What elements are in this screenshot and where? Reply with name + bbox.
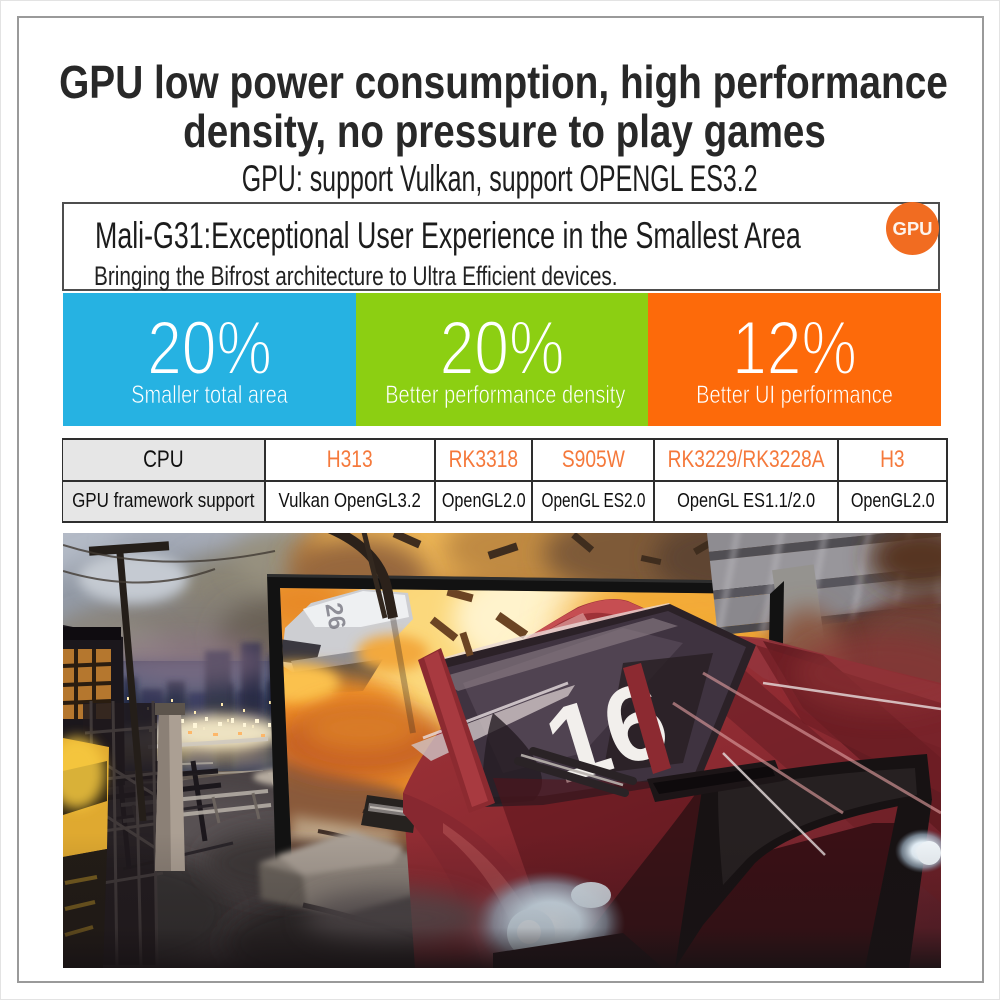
svg-text:26: 26 [319,601,350,632]
